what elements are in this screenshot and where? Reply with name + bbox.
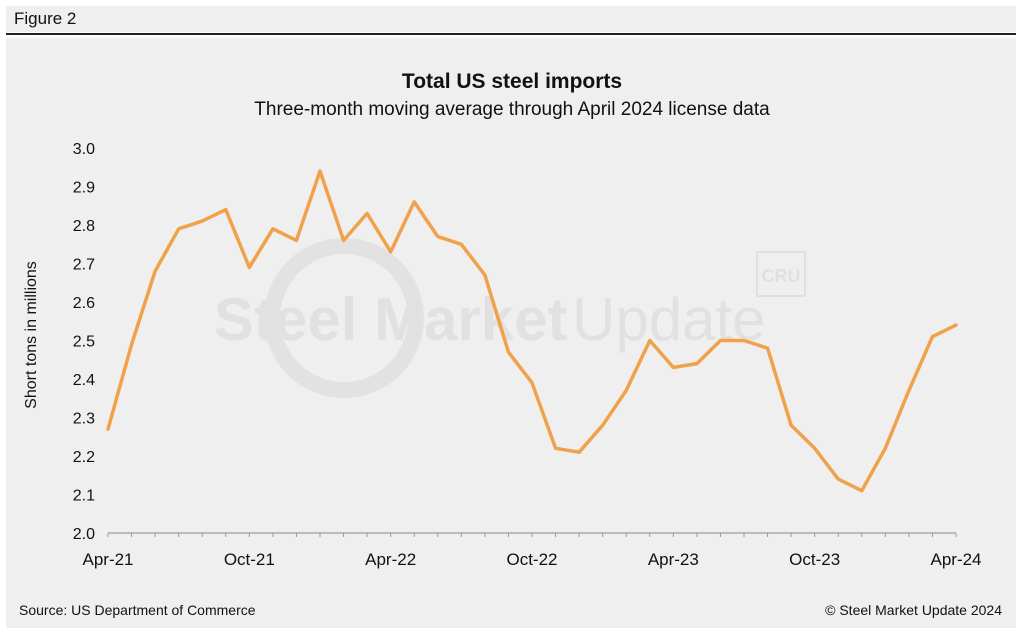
series-group [106,169,958,493]
figure-label: Figure 2 [6,6,1016,32]
source-note: Source: US Department of Commerce [19,602,256,618]
watermark-badge-box [756,251,806,297]
y-tick-label: 2.0 [73,526,95,543]
watermark-text-bold: Steel Market [214,286,568,353]
chart-title: Total US steel imports [401,70,623,93]
y-tick-label: 2.2 [73,449,95,466]
watermark-circle [264,238,424,398]
y-tick-label: 3.0 [73,141,95,158]
x-tick-label: Oct-21 [224,550,275,569]
x-tick-label: Oct-22 [506,550,557,569]
y-tick-label: 2.8 [73,218,95,235]
top-divider [6,33,1016,35]
y-tick-label: 2.3 [73,411,95,428]
copyright-note: © Steel Market Update 2024 [825,602,1002,618]
x-tick-label: Apr-21 [82,550,133,569]
watermark: Steel Market Update CRU [214,238,806,398]
chart-subtitle: Three-month moving average through April… [254,99,770,120]
x-tick-label: Apr-23 [648,550,699,569]
watermark-text-light: Update [572,286,765,353]
y-axis-ticks: 2.0 2.1 2.2 2.3 2.4 2.5 2.6 2.7 2.8 2.9 3.0 [73,141,95,543]
x-tick-label: Apr-24 [930,550,981,569]
watermark-badge: CRU [762,266,801,286]
y-tick-label: 2.1 [73,488,95,505]
y-tick-label: 2.9 [73,180,95,197]
chart-panel [6,38,1016,628]
y-tick-label: 2.7 [73,257,95,274]
y-tick-label: 2.4 [73,372,95,389]
x-tick-label: Apr-22 [365,550,416,569]
y-tick-label: 2.5 [73,334,95,351]
y-tick-label: 2.6 [73,295,95,312]
x-tick-label: Oct-23 [789,550,840,569]
y-axis-label: Short tons in millions [23,261,40,409]
x-axis-ticks: Apr-21 Oct-21 Apr-22 Oct-22 Apr-23 Oct-23 Apr-… [82,533,982,569]
